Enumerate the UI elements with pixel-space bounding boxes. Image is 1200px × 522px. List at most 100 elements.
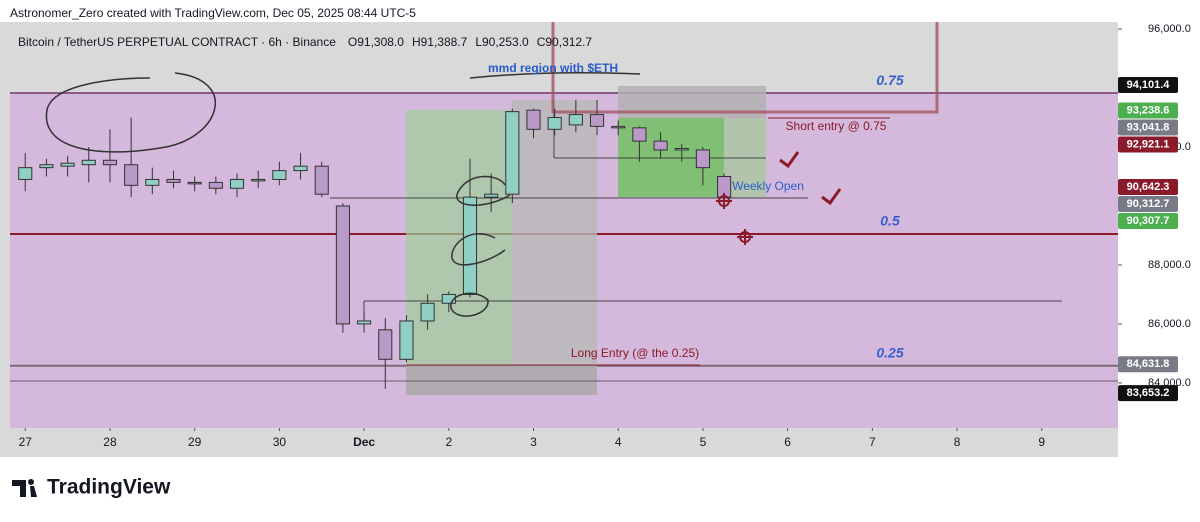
price-axis (1118, 22, 1200, 457)
candle-body (166, 178, 181, 183)
candle-body (145, 178, 160, 186)
candle-body (632, 127, 647, 142)
candles (18, 99, 732, 389)
candle-body (484, 193, 499, 198)
annotation: Weekly Open (732, 179, 804, 193)
x-tick-label: Dec (353, 435, 375, 449)
attribution: Astronomer_Zero created with TradingView… (10, 6, 416, 20)
bracket (551, 22, 939, 114)
x-tick-label: 30 (273, 435, 287, 449)
logo-icon (12, 480, 37, 497)
price-label: 90,642.3 (1127, 181, 1170, 193)
candle-body (293, 165, 308, 172)
price-label: 92,921.1 (1127, 138, 1170, 150)
candle-body (229, 178, 245, 189)
x-tick-label: 8 (954, 435, 961, 449)
axes: 96,000.092,000.088,000.086,000.084,000.0… (19, 23, 1191, 449)
candle-body (526, 109, 541, 130)
price-label-box (1118, 385, 1178, 402)
hand-ellipse (45, 72, 217, 153)
annotation: mmd region with $ETH (488, 61, 618, 75)
candle-body (187, 181, 202, 185)
ohlc-value: H91,388.7 (412, 35, 468, 49)
ohlc-value: L90,253.0 (475, 35, 529, 49)
hand-ellipse (451, 233, 506, 266)
y-tick-label: 86,000.0 (1148, 318, 1191, 330)
brand: TradingView (47, 476, 171, 499)
price-label-box (1118, 102, 1178, 119)
symbol-title: Bitcoin / TetherUS PERPETUAL CONTRACT · … (18, 35, 336, 49)
x-tick-label: 28 (103, 435, 117, 449)
x-tick-label: 4 (615, 435, 622, 449)
candle-body (611, 125, 626, 129)
candle-body (124, 164, 139, 186)
brand-logo: TradingView (12, 476, 171, 499)
candle-body (589, 114, 605, 127)
x-tick-label: 7 (869, 435, 876, 449)
price-label-box (1118, 119, 1178, 136)
candle-body (60, 162, 75, 167)
x-tick-label: 3 (530, 435, 537, 449)
x-tick-label: 27 (19, 435, 33, 449)
price-label: 93,238.6 (1127, 104, 1170, 116)
x-tick-label: 29 (188, 435, 202, 449)
price-label: 83,653.2 (1127, 387, 1170, 399)
doodles (45, 72, 842, 317)
check-mark (821, 188, 842, 206)
hand-ellipse (450, 292, 489, 317)
price-label-box (1118, 136, 1178, 153)
candle-body (653, 140, 668, 151)
hand-ellipse (456, 175, 511, 206)
price-label-box (1118, 77, 1178, 94)
candle-body (505, 111, 520, 195)
candle-body (568, 114, 583, 126)
header-bar (0, 0, 1200, 22)
candle-body (102, 159, 118, 166)
candle-body (357, 320, 372, 325)
price-label: 93,041.8 (1127, 121, 1170, 133)
y-tick-label: 96,000.0 (1148, 23, 1191, 35)
candle-body (462, 196, 478, 295)
price-label: 84,631.8 (1127, 358, 1170, 370)
x-tick-label: 6 (784, 435, 791, 449)
candle-body (695, 149, 710, 169)
fib-label: 0.75 (876, 72, 903, 88)
candle-body (81, 159, 96, 166)
candle-body (335, 205, 350, 325)
candle-body (547, 117, 562, 130)
ohlc-value: O91,308.0 (348, 35, 404, 49)
long-box (406, 110, 512, 365)
candle-body (420, 302, 435, 322)
drawing-layer (10, 22, 1118, 395)
candle-body (208, 181, 223, 189)
target (716, 193, 753, 245)
underline (469, 72, 641, 79)
price-label: 90,307.7 (1127, 215, 1170, 227)
fib-label: 0.5 (880, 213, 900, 229)
ohlc-value: C90,312.7 (537, 35, 593, 49)
check-mark (779, 151, 800, 169)
x-tick-label: 5 (700, 435, 707, 449)
price-label-box (1118, 179, 1178, 196)
price-label-box (1118, 196, 1178, 213)
annotation: Long Entry (@ the 0.25) (571, 346, 699, 360)
logo-icon (28, 479, 34, 485)
candle-body (251, 178, 266, 182)
ohlc-legend: O91,308.0 H91,388.7 L90,253.0 C90,312.7 (348, 35, 593, 49)
x-tick-label: 2 (445, 435, 452, 449)
price-label-box (1118, 213, 1178, 230)
candle-body (314, 165, 329, 195)
candle-body (18, 167, 33, 180)
x-tick-label: 9 (1038, 435, 1045, 449)
candle-body (272, 170, 287, 180)
candle-body (399, 320, 414, 360)
fib-label: 0.25 (876, 344, 903, 360)
price-label-box (1118, 356, 1178, 373)
price-label: 90,312.7 (1127, 198, 1170, 210)
candle-body (674, 147, 689, 151)
price-label: 94,101.4 (1127, 79, 1171, 91)
candle-body (378, 329, 393, 360)
candle-body (441, 293, 456, 304)
annotation: Short entry @ 0.75 (786, 119, 887, 133)
